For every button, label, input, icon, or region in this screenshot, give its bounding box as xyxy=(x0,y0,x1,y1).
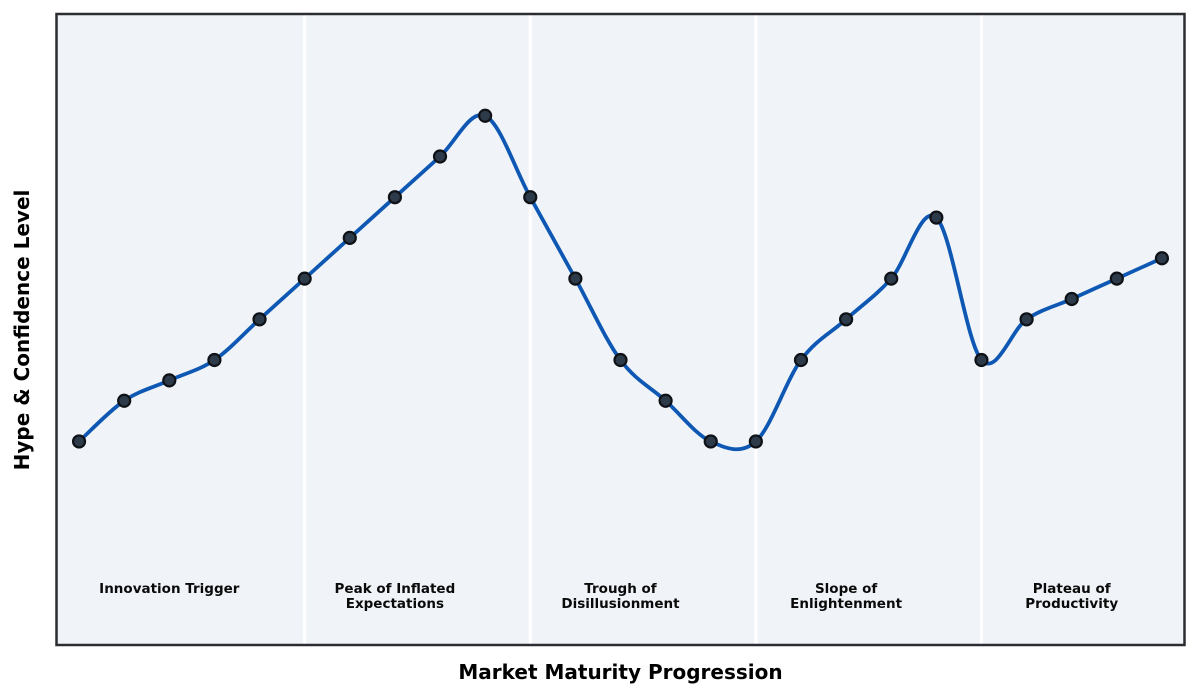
x-axis-label: Market Maturity Progression xyxy=(458,660,783,684)
data-point-marker xyxy=(117,393,132,408)
data-point-marker xyxy=(658,393,673,408)
phase-label-plateau-of-productivity: Plateau of Productivity xyxy=(1025,580,1119,613)
phase-label-peak-of-inflated-expectations: Peak of Inflated Expectations xyxy=(334,580,456,613)
phase-label-slope-of-enlightenment: Slope of Enlightenment xyxy=(790,580,903,613)
data-point-marker xyxy=(613,352,628,368)
y-axis-label: Hype & Confidence Level xyxy=(10,189,34,470)
data-point-marker xyxy=(71,434,87,449)
data-point-marker xyxy=(1064,291,1079,307)
data-point-marker xyxy=(1154,251,1170,266)
plot-border xyxy=(55,12,1186,647)
data-point-marker xyxy=(1109,271,1124,286)
data-point-marker xyxy=(297,271,312,286)
data-point-marker xyxy=(162,373,177,388)
data-point-marker xyxy=(884,271,899,286)
data-point-marker xyxy=(568,271,583,286)
data-point-marker xyxy=(703,434,718,449)
data-point-marker xyxy=(432,149,448,164)
data-point-marker xyxy=(838,312,854,327)
data-point-marker xyxy=(974,352,989,368)
data-point-marker xyxy=(793,352,809,368)
data-point-marker xyxy=(523,190,538,205)
data-point-marker xyxy=(1019,312,1034,327)
phase-label-innovation-trigger: Innovation Trigger xyxy=(99,580,240,597)
data-point-marker xyxy=(207,352,222,368)
data-point-marker xyxy=(252,312,267,327)
data-point-marker xyxy=(748,434,763,449)
phase-label-trough-of-disillusionment: Trough of Disillusionment xyxy=(561,580,680,613)
data-point-marker xyxy=(342,230,357,245)
plot-area-background xyxy=(56,14,1185,645)
data-point-marker xyxy=(387,190,402,205)
data-point-marker xyxy=(478,108,493,123)
data-point-marker xyxy=(929,210,944,225)
